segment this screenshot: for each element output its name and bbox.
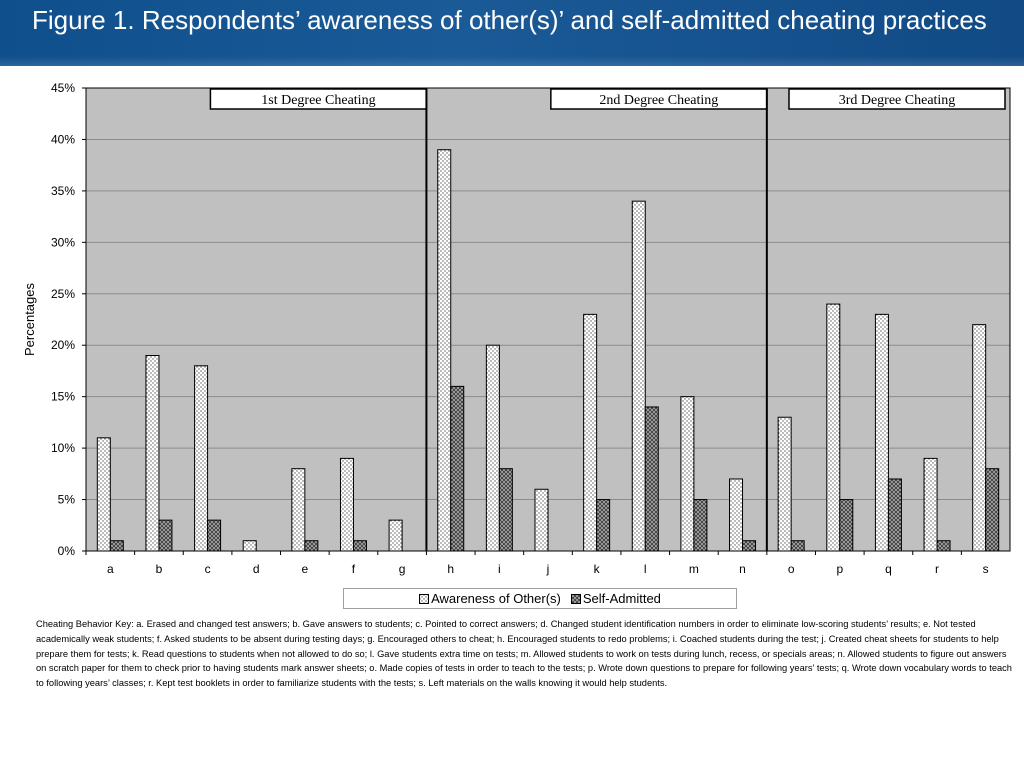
self-admitted-bar: [158, 519, 173, 552]
x-tick-label: f: [352, 562, 356, 576]
awareness-bar: [583, 313, 598, 552]
legend-label-self-admitted: Self-Admitted: [582, 591, 661, 606]
self-admitted-bar: [450, 385, 465, 552]
y-tick-label: 25%: [51, 287, 75, 301]
chart-legend: Awareness of Other(s) Self-Admitted: [343, 588, 737, 609]
awareness-bar: [777, 416, 792, 552]
self-admitted-bar: [498, 468, 513, 552]
bar-chart: 0% 5% 10% 15% 20% 25% 30% 35% 40% 45% Percentages a…: [22, 81, 1011, 576]
x-tick-label: p: [836, 562, 843, 576]
awareness-bar: [826, 303, 841, 552]
self-admitted-bar: [887, 478, 902, 552]
y-tick-label: 35%: [51, 184, 75, 198]
self-admitted-bar: [596, 499, 611, 552]
x-tick-label: b: [156, 562, 163, 576]
x-tick-label: c: [205, 562, 211, 576]
legend-item-self-admitted: Self-Admitted: [570, 591, 661, 606]
legend-swatch-awareness: [419, 593, 430, 604]
awareness-bar: [680, 396, 695, 552]
y-tick-label: 15%: [51, 390, 75, 404]
x-tick-label: l: [644, 562, 647, 576]
y-tick-label: 0%: [58, 544, 76, 558]
x-tick-label: a: [107, 562, 114, 576]
x-tick-label: j: [546, 562, 550, 576]
legend-swatch-self-admitted: [570, 593, 581, 604]
awareness-bar: [291, 468, 306, 552]
x-tick-label: n: [739, 562, 746, 576]
group-label: 2nd Degree Cheating: [599, 93, 718, 108]
self-admitted-bar: [207, 519, 222, 552]
x-tick-label: s: [983, 562, 989, 576]
awareness-bar: [242, 540, 257, 552]
self-admitted-bar: [304, 540, 319, 552]
awareness-bar: [923, 457, 938, 552]
awareness-bar: [972, 324, 987, 552]
awareness-bar: [96, 437, 111, 552]
y-tick-label: 20%: [51, 338, 75, 352]
x-tick-label: r: [935, 562, 939, 576]
y-tick-label: 30%: [51, 235, 75, 249]
self-admitted-bar: [790, 540, 805, 552]
self-admitted-bar: [742, 540, 757, 552]
self-admitted-bar: [109, 540, 124, 552]
legend-label-awareness: Awareness of Other(s): [431, 591, 561, 606]
awareness-bar: [194, 365, 209, 552]
x-tick-label: h: [447, 562, 454, 576]
x-tick-label: o: [788, 562, 795, 576]
page-title: Figure 1. Respondents’ awareness of othe…: [32, 5, 987, 35]
self-admitted-bar: [352, 540, 367, 552]
x-tick-label: e: [301, 562, 308, 576]
x-tick-label: k: [594, 562, 601, 576]
awareness-bar: [388, 519, 403, 552]
self-admitted-bar: [693, 499, 708, 552]
legend-item-awareness: Awareness of Other(s): [419, 591, 561, 606]
x-tick-label: q: [885, 562, 892, 576]
group-label: 3rd Degree Cheating: [839, 93, 956, 108]
self-admitted-bar: [839, 499, 854, 552]
x-tick-label: g: [399, 562, 406, 576]
x-tick-label: i: [498, 562, 501, 576]
self-admitted-bar: [936, 540, 951, 552]
y-tick-label: 5%: [58, 493, 76, 507]
self-admitted-bar: [985, 468, 1000, 552]
awareness-bar: [874, 313, 889, 552]
group-label-box: [788, 88, 1006, 110]
awareness-bar: [437, 149, 452, 552]
title-banner: Figure 1. Respondents’ awareness of othe…: [0, 0, 1024, 66]
y-tick-label: 10%: [51, 441, 75, 455]
self-admitted-bar: [644, 406, 659, 552]
plot-background: [86, 88, 1010, 551]
y-tick-label: 45%: [51, 81, 75, 95]
x-tick-label: d: [253, 562, 260, 576]
x-tick-label: m: [689, 562, 699, 576]
awareness-bar: [729, 478, 744, 552]
plot-border: [85, 87, 1011, 552]
awareness-bar: [534, 488, 549, 552]
awareness-bar: [485, 344, 500, 552]
cheating-behavior-key: Cheating Behavior Key: a. Erased and cha…: [36, 619, 1012, 689]
y-axis-label: Percentages: [22, 283, 37, 356]
group-label: 1st Degree Cheating: [261, 93, 375, 108]
awareness-bar: [631, 200, 646, 552]
awareness-bar: [339, 457, 354, 552]
y-tick-label: 40%: [51, 132, 75, 146]
awareness-bar: [145, 355, 160, 552]
